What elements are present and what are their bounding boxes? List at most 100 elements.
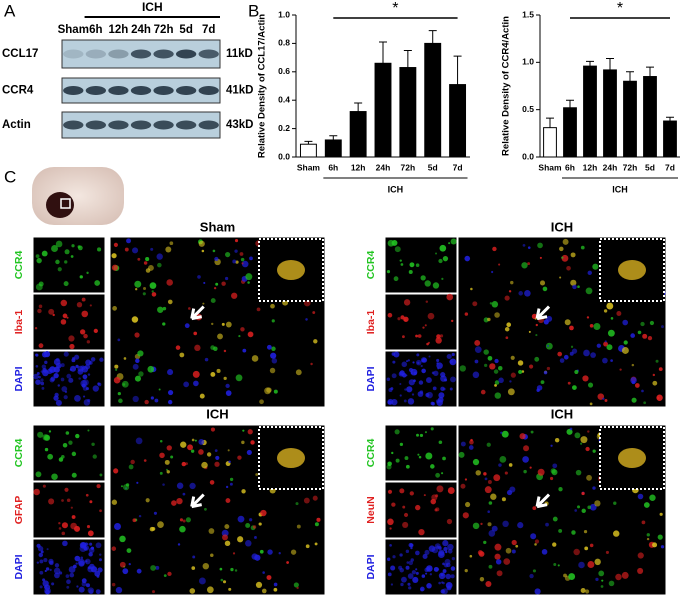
cell	[111, 264, 119, 271]
cell	[574, 509, 578, 512]
cell	[261, 588, 267, 594]
cell	[546, 366, 551, 371]
cell	[412, 576, 419, 583]
cell	[132, 363, 139, 370]
blot-band	[85, 86, 107, 95]
cell	[534, 356, 540, 362]
cell	[412, 361, 415, 364]
cell	[47, 368, 53, 375]
cell	[460, 441, 466, 447]
cell	[652, 542, 658, 548]
cell	[87, 566, 94, 573]
cell	[603, 309, 608, 313]
cell	[221, 281, 226, 286]
cell	[111, 253, 117, 259]
x-tick-label: 6h	[328, 162, 338, 172]
cell	[57, 267, 62, 272]
cell	[99, 553, 102, 556]
cell	[206, 452, 212, 457]
cell	[593, 323, 601, 331]
cell	[52, 313, 55, 317]
cell	[54, 572, 60, 579]
cell	[188, 307, 191, 310]
cell	[192, 555, 196, 559]
cell	[211, 322, 214, 326]
cell	[134, 332, 140, 338]
cell	[128, 464, 134, 470]
cell	[155, 565, 160, 570]
bar	[643, 76, 657, 158]
cell	[120, 485, 123, 488]
cell	[147, 365, 155, 373]
cell	[295, 502, 299, 506]
cell	[82, 374, 88, 380]
cell	[64, 487, 69, 492]
cell	[534, 543, 537, 546]
cell	[429, 573, 432, 576]
cell	[151, 290, 154, 293]
cell	[131, 316, 139, 323]
cell	[246, 449, 252, 456]
cell	[97, 247, 102, 252]
cell	[469, 439, 474, 445]
cell	[135, 437, 143, 445]
significance-mark: *	[617, 0, 623, 17]
cell	[115, 586, 123, 594]
cell	[122, 568, 129, 575]
cell	[450, 238, 457, 245]
cell	[208, 528, 215, 534]
cell	[589, 503, 597, 511]
cell	[213, 286, 217, 290]
cell	[215, 455, 220, 460]
cell	[566, 265, 571, 271]
cell	[69, 572, 75, 578]
cell	[564, 319, 571, 326]
cell	[201, 249, 205, 253]
cell	[225, 251, 231, 258]
cell	[458, 451, 465, 458]
cell	[55, 357, 60, 362]
error-bar	[606, 58, 614, 70]
cell	[232, 552, 236, 555]
cell	[408, 542, 413, 548]
cell	[152, 590, 156, 594]
cell	[577, 285, 580, 289]
cell	[580, 588, 586, 594]
cell	[119, 535, 126, 543]
cell	[271, 319, 275, 323]
cell	[399, 394, 402, 397]
cell	[156, 253, 163, 260]
cell	[631, 363, 635, 367]
cell	[604, 399, 608, 402]
cell	[38, 304, 43, 309]
cell	[528, 330, 531, 333]
cell	[51, 582, 55, 586]
cell	[386, 377, 391, 381]
error-bar	[453, 55, 462, 85]
cell	[167, 399, 173, 405]
cell	[61, 531, 66, 536]
cell	[388, 387, 393, 392]
blot-band	[198, 49, 219, 59]
cell	[387, 239, 395, 247]
cell	[532, 569, 536, 573]
cell	[166, 470, 170, 474]
cell	[494, 312, 500, 318]
cell	[316, 517, 321, 522]
cell	[494, 358, 499, 364]
cell	[417, 391, 424, 397]
cell	[165, 246, 172, 253]
cell	[407, 573, 414, 579]
cell	[58, 527, 62, 530]
cell	[477, 550, 483, 556]
cell	[643, 502, 650, 508]
cell	[245, 273, 253, 281]
lane-label: 5d	[179, 24, 192, 36]
cell	[77, 245, 81, 249]
cell	[84, 542, 88, 546]
error-bar	[428, 30, 437, 44]
cell	[656, 394, 663, 401]
cell	[578, 561, 585, 569]
cell	[437, 367, 440, 370]
